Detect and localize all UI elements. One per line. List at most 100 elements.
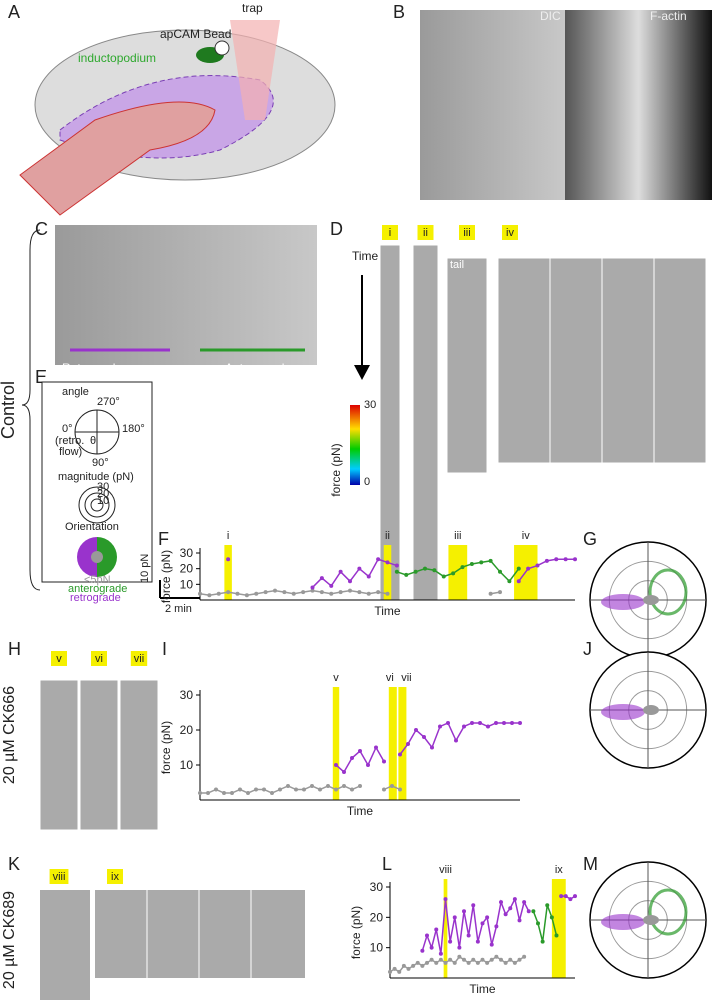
point — [526, 566, 531, 571]
x-axis-label: Time — [469, 982, 496, 996]
label-highlight — [417, 225, 434, 240]
point — [554, 933, 559, 938]
point — [475, 960, 480, 965]
strip-label: ix — [111, 871, 119, 883]
point — [522, 900, 527, 905]
point — [235, 591, 240, 596]
point — [222, 791, 226, 795]
point — [522, 954, 527, 959]
point — [466, 960, 471, 965]
band-label: iv — [522, 530, 530, 542]
label-highlight — [107, 869, 123, 884]
point — [350, 787, 354, 792]
cluster — [643, 595, 659, 605]
point — [318, 787, 322, 792]
strip-label: i — [389, 227, 391, 239]
trace — [561, 895, 576, 901]
point — [573, 557, 577, 562]
point — [516, 579, 521, 584]
point — [494, 721, 498, 725]
point — [517, 918, 522, 923]
panel-label: D — [330, 219, 343, 239]
point — [388, 969, 392, 974]
point — [214, 787, 218, 792]
label-highlight — [502, 225, 518, 240]
point — [262, 787, 266, 792]
y-tick-label: 20 — [180, 562, 194, 576]
point — [286, 784, 290, 788]
x-axis-label: Time — [347, 804, 374, 818]
band-label: vii — [401, 672, 411, 684]
image — [420, 10, 565, 200]
label: flow) — [59, 446, 82, 458]
label: 0° — [62, 423, 73, 435]
point — [374, 745, 378, 750]
highlight-band — [332, 687, 340, 800]
strip-label: vii — [134, 653, 144, 665]
point — [334, 763, 338, 767]
label: <5pN — [84, 574, 111, 586]
point — [485, 915, 490, 920]
group-label: 20 µM CK666 — [1, 686, 18, 784]
group-label: Control — [0, 381, 18, 439]
y-axis-label: force (pN) — [159, 721, 173, 774]
image — [446, 257, 488, 474]
point — [438, 957, 443, 962]
schematic: apCAM Bead inductopodium trap — [19, 1, 336, 216]
group-label: 20 µM CK689 — [1, 891, 18, 989]
point — [244, 593, 249, 598]
point — [471, 903, 476, 908]
point — [329, 583, 334, 588]
point — [415, 960, 420, 965]
point — [563, 557, 568, 562]
label: retrograde — [70, 592, 121, 604]
point — [270, 791, 274, 795]
point — [385, 591, 390, 596]
point — [443, 897, 448, 902]
point — [348, 588, 352, 593]
panel-labels: A BC DEF GH I JK L M — [8, 2, 598, 874]
point — [358, 784, 362, 788]
point — [554, 557, 559, 562]
point — [441, 574, 446, 579]
point — [526, 909, 531, 914]
point — [508, 906, 513, 911]
label: 10 — [97, 495, 109, 507]
point — [485, 960, 490, 965]
panel-label: A — [8, 2, 20, 22]
band-label: i — [227, 530, 229, 542]
label-highlight — [49, 869, 69, 884]
point — [342, 770, 346, 774]
cluster — [648, 568, 688, 616]
y-tick-label: 10 — [180, 758, 194, 772]
point — [438, 724, 442, 729]
point — [198, 791, 202, 795]
trace — [399, 722, 520, 755]
panel-label: J — [583, 639, 592, 659]
point — [489, 957, 494, 962]
point — [448, 939, 453, 944]
image — [95, 890, 305, 978]
label: Orientation — [65, 521, 119, 533]
y-tick-label: 30 — [180, 688, 194, 702]
point — [278, 787, 282, 792]
x-axis-label: Time — [374, 604, 401, 618]
point — [226, 590, 231, 595]
point — [451, 571, 456, 576]
strip-label: viii — [53, 871, 66, 883]
label: tail — [450, 259, 464, 271]
point — [385, 560, 390, 565]
trace — [532, 904, 558, 942]
label: θ — [90, 435, 96, 447]
point — [478, 721, 482, 725]
label-highlight — [382, 225, 398, 240]
point — [480, 921, 485, 926]
point — [310, 585, 315, 590]
point — [499, 957, 503, 962]
point — [291, 591, 296, 596]
point — [329, 591, 334, 596]
cluster — [601, 914, 645, 930]
point — [310, 588, 315, 593]
point — [216, 591, 221, 596]
point — [206, 791, 210, 795]
